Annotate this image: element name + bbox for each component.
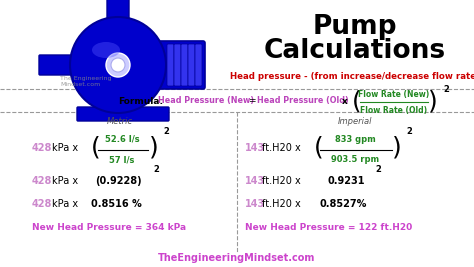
Text: 2: 2 (406, 128, 412, 136)
Text: 903.5 rpm: 903.5 rpm (331, 155, 379, 164)
Text: kPa x: kPa x (52, 143, 78, 153)
Text: 428: 428 (32, 176, 52, 186)
Ellipse shape (92, 42, 120, 58)
Text: kPa x: kPa x (52, 199, 78, 209)
FancyBboxPatch shape (159, 41, 205, 89)
Text: 143: 143 (245, 143, 265, 153)
Text: 0.9231: 0.9231 (328, 176, 365, 186)
FancyBboxPatch shape (195, 44, 202, 86)
Text: Imperial: Imperial (338, 117, 372, 126)
Text: Head Pressure (New): Head Pressure (New) (158, 96, 254, 105)
Text: (0.9228): (0.9228) (95, 176, 142, 186)
Text: 0.8527%: 0.8527% (320, 199, 367, 209)
Text: 428: 428 (32, 143, 52, 153)
Text: Head Pressure (Old): Head Pressure (Old) (257, 96, 349, 105)
FancyBboxPatch shape (188, 44, 195, 86)
Text: Flow Rate (New): Flow Rate (New) (358, 89, 429, 99)
FancyBboxPatch shape (167, 44, 174, 86)
FancyBboxPatch shape (181, 44, 188, 86)
Text: 2: 2 (163, 128, 169, 136)
Text: Pump: Pump (313, 14, 397, 40)
Text: x: x (342, 96, 348, 105)
Text: ft.H20 x: ft.H20 x (262, 176, 301, 186)
Text: 2: 2 (443, 85, 449, 95)
Text: The Engineering
Mindset.com: The Engineering Mindset.com (60, 76, 111, 87)
Text: (: ( (352, 89, 362, 113)
Circle shape (70, 17, 166, 113)
Text: Metric: Metric (107, 117, 133, 126)
Text: 428: 428 (32, 199, 52, 209)
Text: Formula:: Formula: (118, 96, 163, 105)
FancyBboxPatch shape (107, 0, 129, 21)
Text: ): ) (149, 136, 159, 160)
Text: kPa x: kPa x (52, 176, 78, 186)
Text: New Head Pressure = 122 ft.H20: New Head Pressure = 122 ft.H20 (245, 223, 412, 233)
Text: 833 gpm: 833 gpm (335, 135, 375, 143)
Text: Flow Rate (Old): Flow Rate (Old) (360, 105, 428, 115)
Text: =: = (248, 96, 255, 105)
Circle shape (111, 58, 125, 72)
Text: ): ) (428, 89, 438, 113)
Text: 143: 143 (245, 176, 265, 186)
Text: ): ) (392, 136, 402, 160)
Text: Calculations: Calculations (264, 38, 446, 64)
Text: 57 l/s: 57 l/s (109, 155, 135, 164)
FancyBboxPatch shape (39, 55, 71, 75)
Text: 143: 143 (245, 199, 265, 209)
Text: (: ( (91, 136, 101, 160)
Text: 2: 2 (375, 164, 381, 174)
Text: 0.8516 %: 0.8516 % (91, 199, 142, 209)
Text: ft.H20 x: ft.H20 x (262, 143, 301, 153)
FancyBboxPatch shape (174, 44, 181, 86)
Text: 2: 2 (153, 164, 159, 174)
Text: Head pressure - (from increase/decrease flow rate): Head pressure - (from increase/decrease … (230, 72, 474, 81)
Text: New Head Pressure = 364 kPa: New Head Pressure = 364 kPa (32, 223, 186, 233)
FancyBboxPatch shape (77, 107, 169, 121)
Text: 52.6 l/s: 52.6 l/s (105, 135, 139, 143)
Circle shape (106, 53, 130, 77)
Text: ft.H20 x: ft.H20 x (262, 199, 301, 209)
Text: (: ( (314, 136, 324, 160)
Text: TheEngineeringMindset.com: TheEngineeringMindset.com (158, 253, 316, 263)
